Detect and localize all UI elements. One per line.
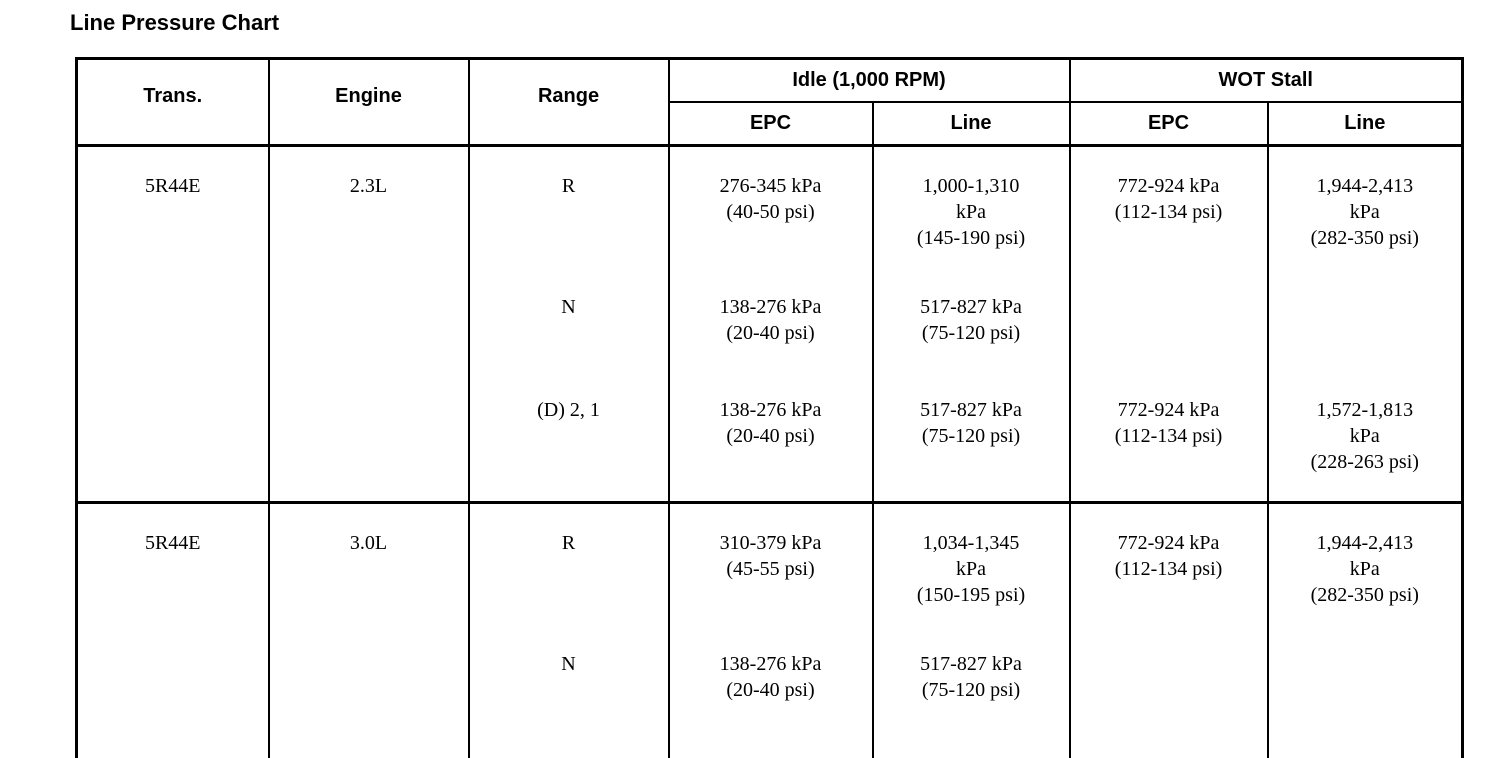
idle-line-cell: 1,000-1,310 kPa (145-190 psi) 517-827 kP… [871, 144, 1071, 504]
wot-line-cell: 1,944-2,413 kPa (282-350 psi) 1,572-1,81… [1266, 501, 1464, 758]
range-value: N [561, 296, 576, 318]
wot-line-value: 1,572-1,813 kPa (228-263 psi) [1310, 399, 1419, 473]
engine-cell: 2.3L [267, 144, 470, 504]
col-group-wot-stall: WOT Stall [1068, 57, 1464, 103]
wot-epc-value: 772-924 kPa (112-134 psi) [1114, 399, 1223, 447]
trans-cell: 5R44E [75, 501, 270, 758]
line-pressure-table: Trans. Engine Range Idle (1,000 RPM) WOT… [75, 57, 1465, 758]
idle-line-value: 517-827 kPa (75-120 psi) [920, 653, 1022, 701]
trans-value: 5R44E [144, 532, 201, 554]
idle-epc-cell: 310-379 kPa (45-55 psi) 138-276 kPa (20-… [667, 501, 874, 758]
col-group-idle: Idle (1,000 RPM) [667, 57, 1071, 103]
wot-epc-value [1071, 651, 1267, 728]
wot-line-value: 1,944-2,413 kPa (282-350 psi) [1310, 532, 1419, 606]
idle-line-value: 1,034-1,345 kPa (150-195 psi) [916, 532, 1026, 606]
col-header-engine: Engine [267, 57, 470, 147]
header-sub-row: EPC Line EPC Line [77, 101, 1464, 147]
wot-line-value [1269, 294, 1462, 371]
col-header-trans: Trans. [75, 57, 270, 147]
wot-line-value: 1,944-2,413 kPa (282-350 psi) [1310, 175, 1419, 249]
idle-epc-value: 138-276 kPa (20-40 psi) [719, 399, 822, 447]
idle-line-value: 517-827 kPa (75-120 psi) [920, 296, 1022, 344]
wot-line-cell: 1,944-2,413 kPa (282-350 psi) 1,572-1,81… [1266, 144, 1464, 504]
col-header-wot-line: Line [1266, 101, 1464, 147]
idle-epc-value: 138-276 kPa (20-40 psi) [670, 754, 872, 758]
wot-epc-value: 772-924 kPa (112-134 psi) [1114, 175, 1223, 223]
idle-epc-value: 276-345 kPa (40-50 psi) [719, 175, 822, 223]
range-cell: R N (D) 2, 1 [467, 144, 670, 504]
wot-line-value: 1,572-1,813 kPa (228-263 psi) [1269, 754, 1462, 758]
range-value: N [561, 653, 576, 675]
wot-epc-value: 772-924 kPa (112-134 psi) [1114, 532, 1223, 580]
idle-line-value: 517-827 kPa (75-120 psi) [920, 399, 1022, 447]
range-value: R [561, 532, 576, 554]
idle-epc-cell: 276-345 kPa (40-50 psi) 138-276 kPa (20-… [667, 144, 874, 504]
idle-epc-value: 310-379 kPa (45-55 psi) [719, 532, 822, 580]
engine-value: 3.0L [349, 532, 388, 554]
page-title: Line Pressure Chart [70, 10, 280, 35]
range-cell: R N (D) 2, 1 [467, 501, 670, 758]
range-value: (D) 2, 1 [537, 399, 600, 421]
wot-epc-cell: 772-924 kPa (112-134 psi) 772-924 kPa (1… [1068, 501, 1269, 758]
idle-line-value: 517-827 kPa (75-120 psi) [874, 754, 1069, 758]
idle-line-value: 1,000-1,310 kPa (145-190 psi) [916, 175, 1026, 249]
range-value: R [561, 175, 576, 197]
col-header-idle-line: Line [871, 101, 1071, 147]
range-value: (D) 2, 1 [470, 754, 668, 758]
engine-block-row-2-3l: 5R44E 2.3L R N (D) 2, 1 276-345 kPa (40-… [75, 144, 1464, 504]
header-group-row: Trans. Engine Range Idle (1,000 RPM) WOT… [75, 57, 1464, 147]
table-header: Trans. Engine Range Idle (1,000 RPM) WOT… [75, 57, 1464, 147]
col-header-idle-epc: EPC [667, 101, 874, 147]
idle-line-cell: 1,034-1,345 kPa (150-195 psi) 517-827 kP… [871, 501, 1071, 758]
trans-value: 5R44E [144, 175, 201, 197]
wot-epc-value: 772-924 kPa (112-134 psi) [1071, 754, 1267, 758]
engine-block-row-3-0l: 5R44E 3.0L R N (D) 2, 1 310-379 kPa (45-… [75, 501, 1464, 758]
wot-epc-value [1071, 294, 1267, 371]
trans-cell: 5R44E [75, 144, 270, 504]
idle-epc-value: 138-276 kPa (20-40 psi) [719, 653, 822, 701]
engine-cell: 3.0L [267, 501, 470, 758]
col-header-wot-epc: EPC [1068, 101, 1269, 147]
col-header-range: Range [467, 57, 670, 147]
table-body: 5R44E 2.3L R N (D) 2, 1 276-345 kPa (40-… [75, 144, 1464, 758]
engine-value: 2.3L [349, 175, 388, 197]
wot-epc-cell: 772-924 kPa (112-134 psi) 772-924 kPa (1… [1068, 144, 1269, 504]
idle-epc-value: 138-276 kPa (20-40 psi) [719, 296, 822, 344]
wot-line-value [1269, 651, 1462, 728]
